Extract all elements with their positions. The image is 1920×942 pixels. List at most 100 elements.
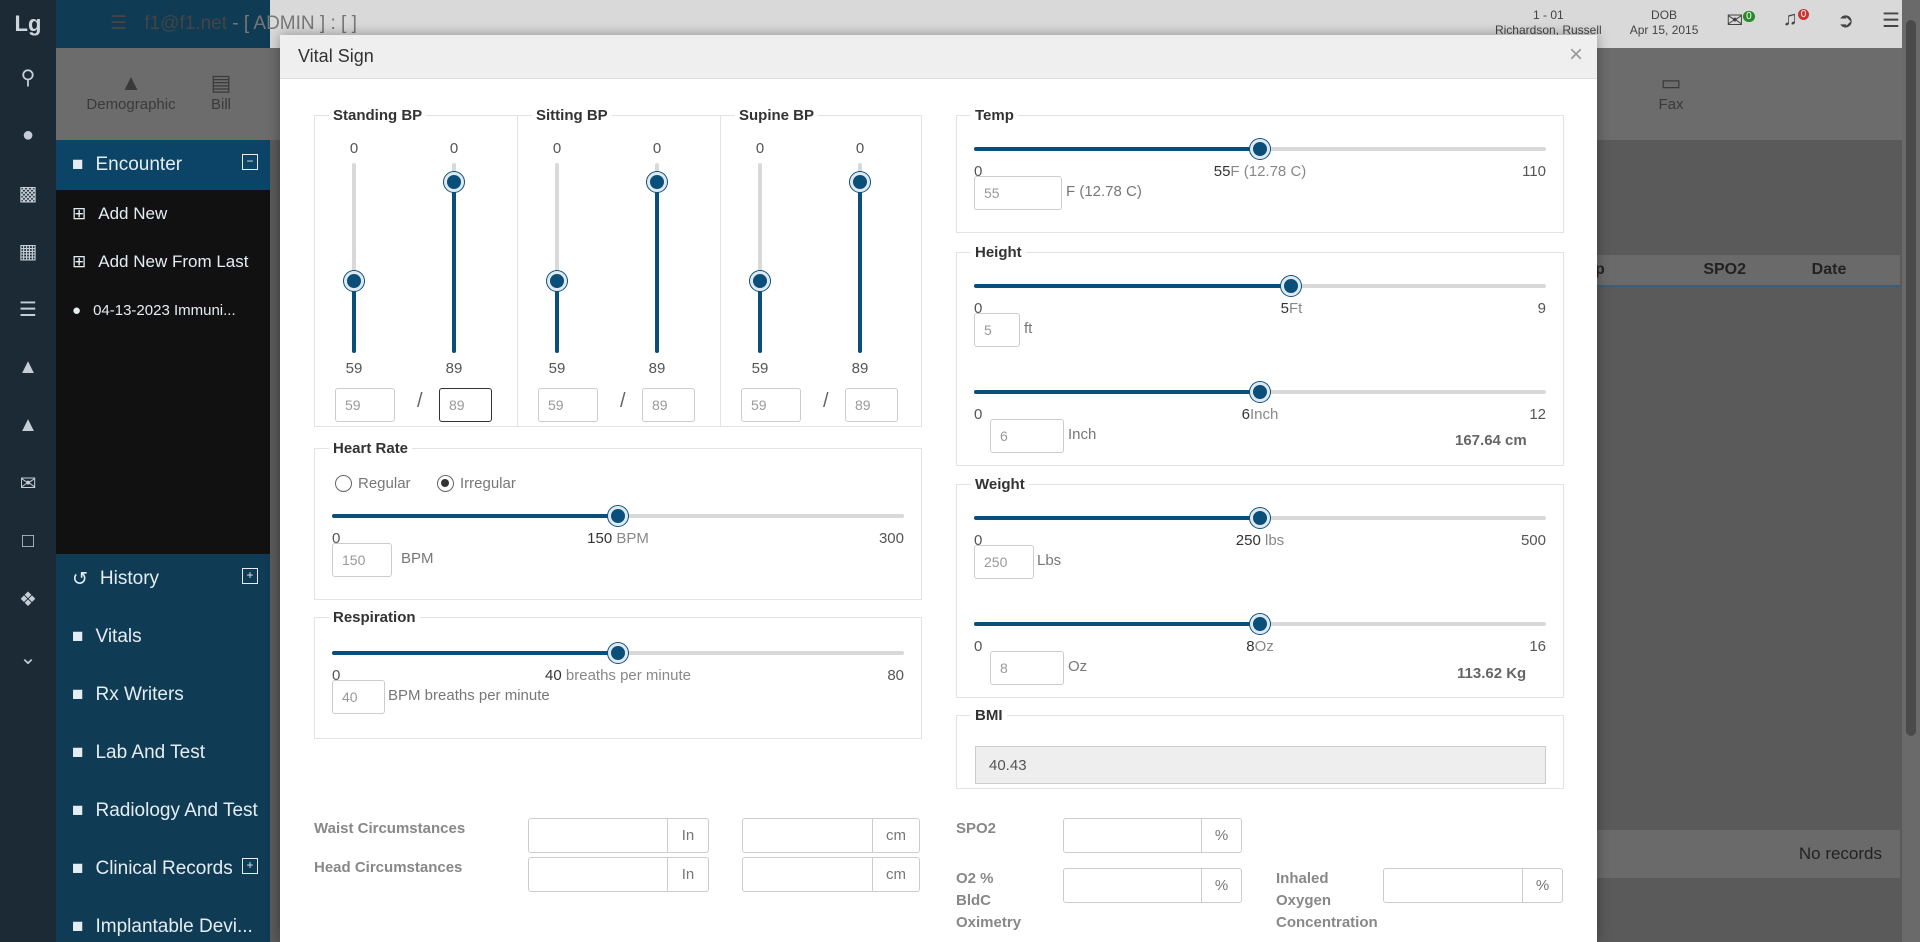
mail-icon[interactable]: ✉ 0	[1726, 8, 1755, 38]
nav-history[interactable]: ↺ History +	[56, 554, 270, 604]
radio-regular[interactable]: Regular	[335, 475, 411, 492]
slider-handle[interactable]	[1281, 276, 1302, 296]
nav-encounter[interactable]: ■ Encounter −	[56, 140, 270, 190]
bar-chart-icon[interactable]: ▩	[18, 182, 38, 205]
weight-lbs-slider[interactable]: 0 250 lbs 500	[974, 508, 1546, 549]
waist-cm-input[interactable]	[742, 818, 873, 853]
height-ft-input[interactable]	[974, 313, 1020, 347]
respiration-slider[interactable]: 0 40 breaths per minute 80	[332, 643, 904, 684]
standing-sys-input[interactable]	[335, 388, 395, 422]
weight-oz-slider[interactable]: 0 8Oz 16	[974, 614, 1546, 655]
nav-radiology-and-test[interactable]: ■ Radiology And Test	[72, 800, 258, 821]
slider-handle[interactable]	[647, 172, 667, 192]
nav-clinical-records[interactable]: ■ Clinical Records +	[56, 844, 270, 894]
waist-cm-unit: cm	[873, 818, 920, 853]
nav-implantable-devices[interactable]: ■ Implantable Devi...	[72, 916, 253, 937]
nav-rx-writers[interactable]: ■ Rx Writers	[72, 684, 184, 705]
nav-add-new[interactable]: ⊞ Add New	[56, 190, 270, 238]
heart-rate-input[interactable]	[332, 543, 392, 577]
nav-encounter-item[interactable]: ● 04-13-2023 Immuni...	[56, 286, 270, 334]
radio-circle[interactable]	[437, 475, 454, 492]
slider-handle[interactable]	[608, 506, 628, 526]
slider-handle[interactable]	[1250, 139, 1270, 159]
sitting-dia-input[interactable]	[642, 388, 695, 422]
height-ft-slider[interactable]: 0 5Ft 9	[974, 276, 1546, 317]
spo2-input[interactable]	[1063, 818, 1202, 853]
sitting-sys-slider[interactable]	[547, 163, 567, 353]
sitting-dia-slider[interactable]	[647, 163, 667, 353]
slider-handle[interactable]	[547, 270, 567, 291]
height-ft-unit: ft	[1024, 320, 1033, 337]
expand-icon[interactable]: +	[242, 568, 258, 584]
flask-alt-icon[interactable]: ▲	[18, 413, 38, 436]
pin-icon[interactable]: ❖	[19, 588, 37, 611]
tab-demographic[interactable]: ▲ Demographic	[76, 70, 186, 113]
slider-handle[interactable]	[344, 270, 364, 291]
nav-vitals[interactable]: ■ Vitals	[72, 626, 142, 647]
chevron-down-icon[interactable]: ⌄	[19, 646, 37, 669]
radio-irregular[interactable]: Irregular	[437, 475, 516, 492]
o2-input[interactable]	[1063, 868, 1202, 903]
plus-square-icon: ⊞	[72, 204, 87, 223]
list-icon[interactable]: ☰	[19, 298, 37, 321]
supine-sys-slider[interactable]	[750, 163, 770, 353]
slider-handle[interactable]	[608, 643, 628, 663]
weight-oz-input[interactable]	[990, 651, 1064, 685]
height-in-input[interactable]	[990, 419, 1064, 453]
expand-icon[interactable]: +	[242, 858, 258, 874]
supine-dia-input[interactable]	[845, 388, 898, 422]
slider-handle[interactable]	[444, 172, 464, 192]
temp-min: 0	[974, 163, 983, 180]
calendar-icon[interactable]: ▦	[18, 240, 38, 263]
flask-icon[interactable]: ▲	[18, 355, 38, 378]
slider-handle[interactable]	[850, 172, 870, 192]
close-icon[interactable]: ×	[1568, 41, 1583, 68]
nav-add-new-from-last[interactable]: ⊞ Add New From Last	[56, 238, 270, 286]
supine-sys-input[interactable]	[741, 388, 801, 422]
envelope-icon[interactable]: ✉	[19, 472, 37, 495]
head-cm-input[interactable]	[742, 857, 873, 892]
icon-sidebar: Lg ⚲ ● ▩ ▦ ☰ ▲ ▲ ✉ □ ❖ ⌄	[0, 0, 56, 942]
heart-rate-slider[interactable]: 0 150 BPM 300	[332, 506, 904, 547]
standing-dia-input[interactable]	[439, 388, 492, 422]
hamburger-icon[interactable]: ☰	[1882, 10, 1900, 32]
radio-circle[interactable]	[335, 475, 352, 492]
file-icon[interactable]: □	[21, 529, 35, 552]
sitting-sys-input[interactable]	[538, 388, 598, 422]
head-in-input[interactable]	[528, 857, 668, 892]
collapse-icon[interactable]: −	[242, 154, 258, 170]
slider-handle[interactable]	[1250, 614, 1270, 634]
tab-fax[interactable]: ▭ Fax	[1641, 70, 1701, 113]
menu-icon[interactable]: ☰	[110, 13, 128, 34]
page-scrollbar[interactable]	[1902, 0, 1920, 942]
slider-handle[interactable]	[1250, 508, 1270, 528]
respiration-group: Respiration	[314, 609, 922, 739]
bp-slash: /	[620, 390, 626, 412]
nav-lab-and-test[interactable]: ■ Lab And Test	[72, 742, 206, 763]
temp-input[interactable]	[974, 176, 1062, 210]
slider-handle[interactable]	[750, 270, 770, 291]
temp-slider[interactable]: 0 55F (12.78 C) 110	[974, 139, 1546, 180]
bell-icon[interactable]: ♫ 0	[1783, 8, 1810, 38]
logout-icon[interactable]: ➲	[1837, 10, 1855, 32]
temp-legend: Temp	[975, 107, 1014, 124]
o2-unit: %	[1202, 868, 1242, 903]
standing-dia-slider[interactable]	[444, 163, 464, 353]
slider-handle[interactable]	[1250, 382, 1270, 402]
search-icon[interactable]: ⚲	[20, 66, 36, 89]
standing-sys-slider[interactable]	[344, 163, 364, 353]
weight-lbs-input[interactable]	[974, 545, 1034, 579]
weight-oz-max: 16	[1529, 638, 1546, 655]
user-icon[interactable]: ●	[21, 123, 35, 146]
standing-sys-max: 0	[349, 140, 359, 157]
respiration-input[interactable]	[332, 680, 385, 714]
weight-legend: Weight	[975, 476, 1025, 493]
inhaled-input[interactable]	[1383, 868, 1523, 903]
standing-sys-value: 59	[345, 360, 363, 377]
waist-in-input[interactable]	[528, 818, 668, 853]
lock-icon: ■	[72, 742, 84, 763]
tab-bill[interactable]: ▤ Bill	[191, 70, 251, 113]
scrollbar-thumb[interactable]	[1906, 20, 1916, 736]
height-in-slider[interactable]: 0 6Inch 12	[974, 382, 1546, 423]
supine-dia-slider[interactable]	[850, 163, 870, 353]
